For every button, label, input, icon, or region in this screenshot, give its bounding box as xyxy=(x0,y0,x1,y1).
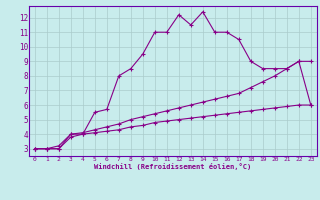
X-axis label: Windchill (Refroidissement éolien,°C): Windchill (Refroidissement éolien,°C) xyxy=(94,163,252,170)
